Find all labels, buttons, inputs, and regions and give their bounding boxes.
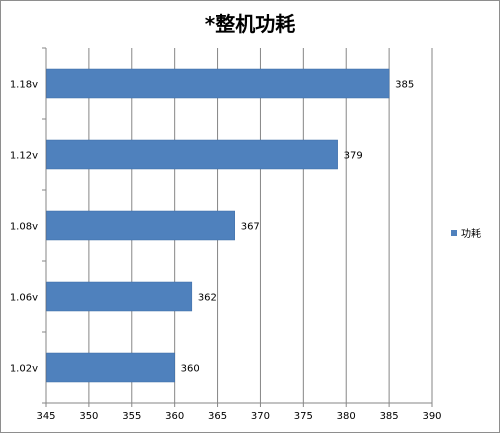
y-category-label: 1.12v	[10, 151, 38, 162]
y-category-label: 1.06v	[10, 293, 38, 304]
bar	[46, 210, 235, 241]
x-tick-label: 380	[337, 411, 356, 422]
x-tick-label: 345	[36, 411, 55, 422]
data-label: 385	[395, 80, 414, 91]
bar	[46, 68, 390, 99]
data-label: 362	[198, 293, 217, 304]
x-tick-label: 370	[251, 411, 270, 422]
x-tick-label: 390	[422, 411, 441, 422]
x-tick-label: 355	[122, 411, 141, 422]
bar	[46, 139, 338, 170]
bar	[46, 281, 193, 312]
grid-lines	[88, 48, 433, 403]
legend-swatch	[451, 230, 457, 236]
axes	[42, 47, 433, 407]
label-group: 345 350 355 360 365 370 375 380 385 390 385 1.18v 37…	[10, 80, 442, 423]
x-tick-label: 375	[294, 411, 313, 422]
legend: 功耗	[451, 228, 481, 240]
data-label: 379	[344, 151, 363, 162]
x-tick-label: 360	[165, 411, 184, 422]
x-tick-label: 350	[79, 411, 98, 422]
data-label: 360	[181, 364, 200, 375]
legend-label: 功耗	[461, 228, 481, 240]
data-label: 367	[241, 222, 260, 233]
x-tick-label: 365	[208, 411, 227, 422]
chart-title: *整机功耗	[205, 12, 295, 36]
bar-group	[46, 68, 390, 383]
y-category-label: 1.08v	[10, 222, 38, 233]
y-category-label: 1.18v	[10, 80, 38, 91]
bar	[46, 352, 175, 383]
y-category-label: 1.02v	[10, 364, 38, 375]
x-tick-label: 385	[380, 411, 399, 422]
